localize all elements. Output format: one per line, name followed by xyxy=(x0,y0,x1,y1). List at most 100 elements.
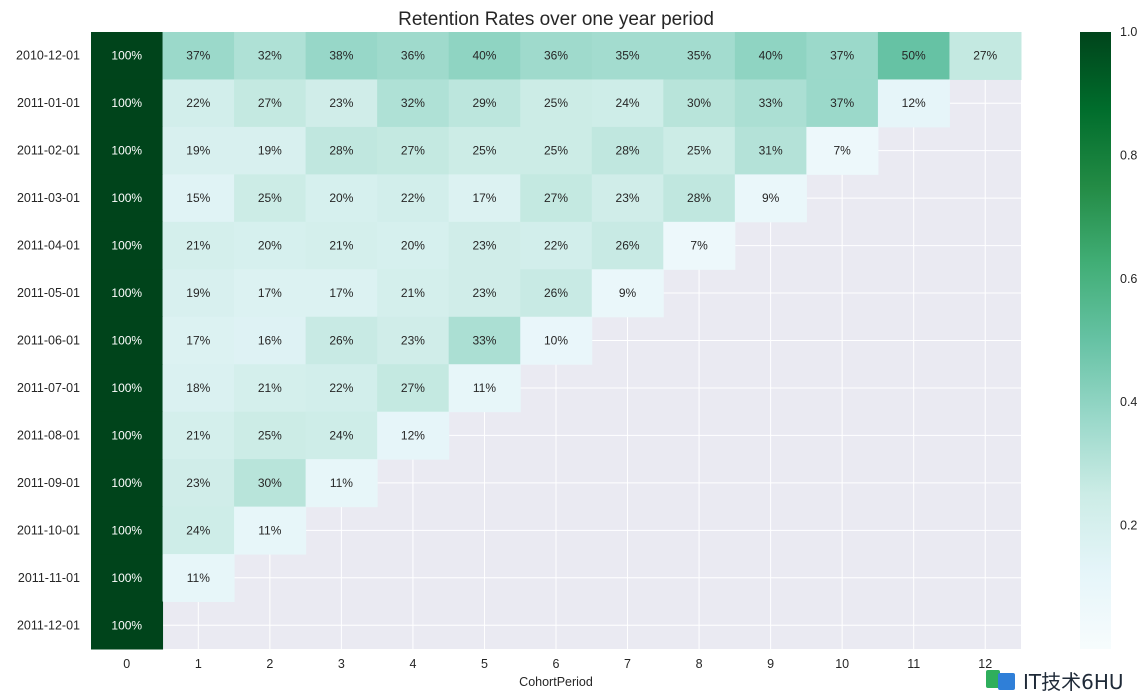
cell-value-label: 12% xyxy=(401,428,425,442)
heatmap-cell xyxy=(448,269,521,318)
heatmap-cell xyxy=(162,32,235,80)
heatmap-cells xyxy=(91,32,1022,650)
cell-value-label: 37% xyxy=(830,96,854,110)
x-axis-label: CohortPeriod xyxy=(519,675,593,689)
heatmap-cell xyxy=(162,269,235,318)
heatmap-cell xyxy=(91,411,164,460)
heatmap-cell xyxy=(91,32,164,80)
heatmap-cell xyxy=(162,126,235,175)
heatmap-cell xyxy=(448,316,521,365)
heatmap-cell xyxy=(162,506,235,555)
cell-value-label: 17% xyxy=(258,286,282,300)
x-tick-label: 6 xyxy=(553,657,560,671)
cell-value-label: 21% xyxy=(186,239,210,253)
cell-value-label: 100% xyxy=(111,523,142,537)
cell-value-label: 20% xyxy=(258,239,282,253)
cell-value-label: 100% xyxy=(111,144,142,158)
x-tick-label: 5 xyxy=(481,657,488,671)
heatmap-cell xyxy=(234,174,307,223)
cell-value-label: 30% xyxy=(258,476,282,490)
heatmap-cell xyxy=(520,79,593,128)
heatmap-cell xyxy=(377,364,450,413)
cell-value-label: 36% xyxy=(544,49,568,63)
heatmap-cell xyxy=(305,459,378,508)
heatmap-cell xyxy=(234,126,307,175)
colorbar xyxy=(1080,32,1111,649)
heatmap-cell xyxy=(162,221,235,270)
heatmap-cell xyxy=(520,316,593,365)
heatmap-cell xyxy=(377,126,450,175)
heatmap-cell xyxy=(234,459,307,508)
heatmap-cell xyxy=(305,32,378,80)
y-tick-label: 2011-05-01 xyxy=(17,286,80,300)
cell-value-label: 25% xyxy=(258,191,282,205)
cell-value-label: 35% xyxy=(616,49,640,63)
x-tick-label: 4 xyxy=(409,657,416,671)
colorbar-tick-label: 0.4 xyxy=(1120,395,1137,409)
cell-value-label: 26% xyxy=(544,286,568,300)
cell-value-label: 11% xyxy=(473,381,496,395)
heatmap-cell xyxy=(305,221,378,270)
heatmap-cell xyxy=(91,126,164,175)
cell-value-label: 22% xyxy=(401,191,425,205)
x-tick-label: 7 xyxy=(624,657,631,671)
cell-value-label: 10% xyxy=(544,334,568,348)
heatmap-cell xyxy=(806,126,879,175)
y-tick-labels: 2010-12-01 2011-01-01 2011-02-01 2011-03-01… xyxy=(16,49,80,633)
cell-value-label: 18% xyxy=(186,381,210,395)
cell-value-label: 23% xyxy=(186,476,210,490)
heatmap-cell xyxy=(91,79,164,128)
heatmap-cell xyxy=(377,79,450,128)
heatmap-cell xyxy=(877,79,950,128)
y-tick-label: 2011-08-01 xyxy=(17,428,80,442)
cell-value-label: 26% xyxy=(329,334,353,348)
heatmap-cell xyxy=(591,32,664,80)
heatmap-cell xyxy=(877,32,950,80)
cell-value-label: 100% xyxy=(111,381,142,395)
heatmap-cell xyxy=(91,364,164,413)
heatmap-cell xyxy=(162,459,235,508)
cell-value-label: 19% xyxy=(186,144,210,158)
heatmap-cell xyxy=(162,411,235,460)
x-tick-label: 3 xyxy=(338,657,345,671)
cell-value-label: 23% xyxy=(401,334,425,348)
chart-title: Retention Rates over one year period xyxy=(398,9,714,30)
cell-value-label: 32% xyxy=(401,96,425,110)
cell-value-label: 17% xyxy=(472,191,496,205)
cell-value-label: 19% xyxy=(258,144,282,158)
cell-value-label: 17% xyxy=(329,286,353,300)
cell-value-label: 15% xyxy=(186,191,210,205)
cell-value-label: 21% xyxy=(258,381,282,395)
cell-value-label: 37% xyxy=(186,49,210,63)
heatmap-cell xyxy=(377,411,450,460)
cell-value-label: 11% xyxy=(258,523,281,537)
cell-value-label: 23% xyxy=(616,191,640,205)
heatmap-cell xyxy=(663,126,736,175)
heatmap-cell xyxy=(448,126,521,175)
heatmap-cell xyxy=(377,221,450,270)
heatmap-cell xyxy=(234,269,307,318)
cell-value-label: 16% xyxy=(258,334,282,348)
heatmap-cell xyxy=(663,221,736,270)
x-tick-label: 8 xyxy=(696,657,703,671)
heatmap-cell xyxy=(234,221,307,270)
cell-value-label: 25% xyxy=(258,428,282,442)
cell-value-label: 32% xyxy=(258,49,282,63)
heatmap-cell xyxy=(520,32,593,80)
cell-value-label: 19% xyxy=(186,286,210,300)
cell-value-label: 27% xyxy=(544,191,568,205)
cell-value-label: 36% xyxy=(401,49,425,63)
cell-value-label: 100% xyxy=(111,239,142,253)
heatmap-cell xyxy=(234,364,307,413)
x-tick-label: 0 xyxy=(123,657,130,671)
y-tick-label: 2011-07-01 xyxy=(17,381,80,395)
heatmap-cell xyxy=(591,174,664,223)
cell-value-label: 28% xyxy=(687,191,711,205)
heatmap-cell xyxy=(806,32,879,80)
cell-value-label: 37% xyxy=(830,49,854,63)
cell-value-label: 31% xyxy=(759,144,783,158)
cell-value-label: 24% xyxy=(186,523,210,537)
heatmap-cell xyxy=(734,174,807,223)
cell-value-label: 23% xyxy=(329,96,353,110)
cell-value-label: 22% xyxy=(329,381,353,395)
